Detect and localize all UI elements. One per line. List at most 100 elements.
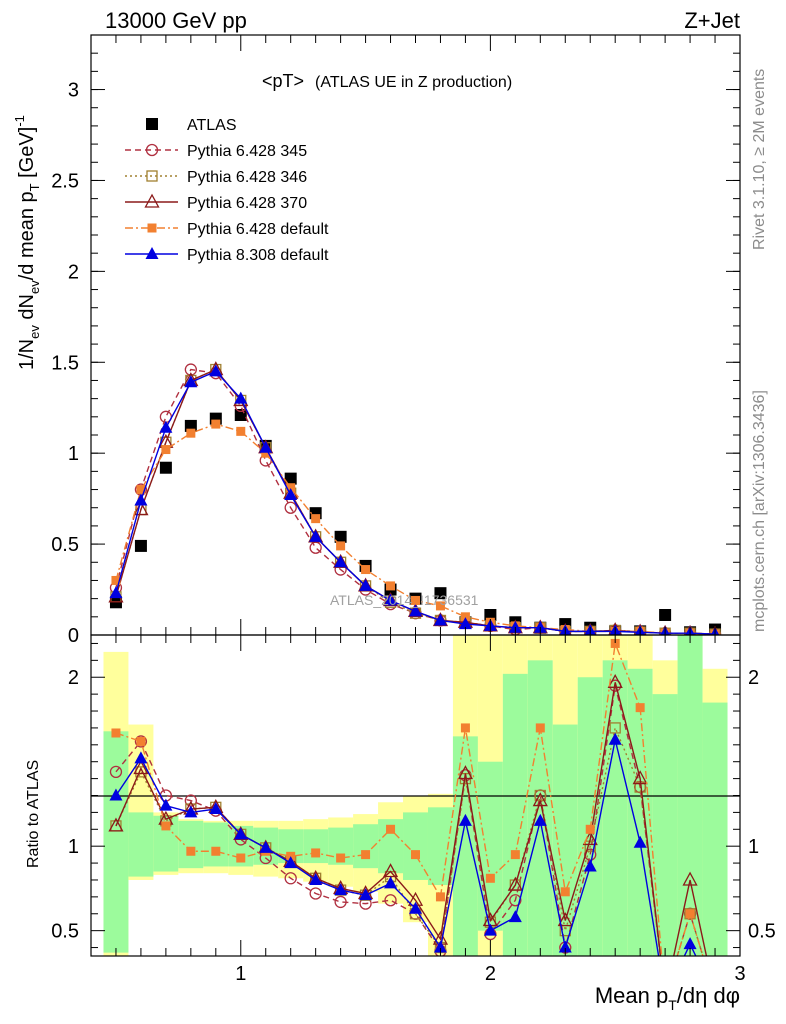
point-p6def-9: [336, 541, 346, 551]
legend-label-p370: Pythia 6.428 370: [187, 195, 307, 212]
ratio-point-p345-0: [109, 765, 123, 778]
watermark: ATLAS_2014_I1736531: [330, 592, 479, 608]
side-text-top: Rivet 3.1.10, ≥ 2M events: [751, 69, 768, 250]
band-inner-13: [427, 807, 453, 886]
legend-label-p346: Pythia 6.428 346: [187, 169, 307, 186]
band-inner-4: [203, 822, 229, 867]
point-p8def-16: [508, 620, 522, 633]
point-p6def-10: [361, 565, 371, 575]
point-p6def-12: [411, 595, 420, 605]
ratio-point-p6def-5: [236, 853, 246, 863]
legend-label-p8def: Pythia 8.308 default: [187, 247, 329, 264]
ratio-point-p8def-14: [458, 813, 472, 826]
point-p370-1: [133, 501, 149, 516]
point-atlas-13: [434, 587, 447, 600]
band-inner-0: [103, 731, 129, 953]
ratio-point-p8def-12: [409, 901, 422, 914]
point-p8def-1: [134, 493, 148, 506]
ratio-point-p6def-12: [411, 850, 420, 860]
ratio-point-p6def-17: [535, 723, 545, 733]
point-p8def-0: [109, 586, 123, 599]
band-inner-17: [527, 660, 553, 956]
ratio-point-p8def-3: [184, 805, 198, 818]
x-axis-label: Mean pT/dη dφ: [595, 983, 740, 1013]
ratio-point-p6def-3: [186, 846, 196, 856]
ratio-ytick-label-right: 2: [748, 667, 759, 689]
ratio-point-p8def-21: [633, 835, 647, 848]
band-inner-3: [178, 820, 204, 869]
ratio-point-p345-11: [384, 894, 397, 907]
ratio-point-p6def-18: [560, 887, 570, 897]
point-atlas-22: [659, 609, 672, 621]
point-p345-8: [309, 541, 322, 554]
ratio-ytick-label: 0.5: [51, 921, 79, 943]
ratio-point-p345-1: [134, 735, 148, 748]
ratio-point-p370-0: [108, 817, 124, 832]
point-p6def-1: [136, 485, 146, 495]
ratio-point-p345-9: [334, 895, 347, 909]
ratio-point-p8def-0: [109, 788, 123, 801]
legend-marker-p8def: [145, 247, 159, 259]
main-ytick-label: 0.5: [51, 534, 79, 556]
ratio-point-p8def-7: [284, 856, 298, 869]
ratio-point-p8def-10: [359, 888, 373, 901]
ratio-point-p6def-21: [635, 703, 645, 713]
point-p8def-17: [533, 620, 547, 633]
point-p8def-14: [458, 617, 472, 630]
legend-marker-p346: [146, 170, 158, 182]
main-ytick-label: 3: [68, 80, 79, 102]
point-p6def-3: [186, 428, 196, 438]
ratio-point-p345-8: [309, 887, 322, 900]
point-p345-7: [284, 501, 297, 514]
legend-marker-atlas: [146, 118, 158, 130]
ratio-point-p370-16: [507, 876, 523, 891]
ratio-point-p8def-20: [608, 732, 622, 745]
ratio-point-p8def-4: [209, 802, 223, 815]
point-atlas-9: [334, 530, 347, 543]
point-atlas-1: [134, 539, 147, 552]
header-right: Z+Jet: [684, 8, 740, 33]
ratio-point-p6def-0: [111, 728, 121, 738]
main-ytick-label: 0: [68, 625, 79, 647]
axis-ticks: 00.511.522.530.5 0.51 12 21 2 3: [51, 35, 776, 985]
ratio-point-p6def-23: [685, 909, 695, 919]
ratio-point-p6def-9: [336, 853, 346, 863]
legend-marker-p6def: [147, 223, 157, 233]
point-atlas-7: [284, 472, 297, 485]
main-title-sub: (ATLAS UE in Z production): [315, 74, 512, 91]
point-p6def-14: [460, 612, 470, 622]
ratio-point-p8def-1: [134, 751, 148, 764]
band-inner-1: [128, 812, 154, 877]
point-p6def-4: [211, 419, 221, 429]
legend: ATLAS Pythia 6.428 345 Pythia 6.428 346 Pyt…: [125, 117, 329, 264]
point-p8def-13: [433, 613, 447, 626]
ratio-point-p8def-11: [384, 876, 398, 889]
legend-entry-atlas: ATLAS: [146, 117, 237, 134]
ratio-point-p6def-8: [311, 848, 321, 858]
side-text-bottom: mcplots.cern.ch [arXiv:1306.3436]: [751, 390, 768, 632]
ratio-point-p6def-20: [610, 638, 620, 648]
ratio-point-p345-16: [509, 894, 522, 907]
ratio-point-p8def-17: [533, 813, 547, 826]
xtick-label: 1: [235, 963, 246, 985]
ratio-point-p6def-19: [585, 824, 595, 834]
main-ytick-label: 2: [68, 261, 79, 283]
ratio-point-p370-21: [632, 770, 648, 785]
point-p8def-4: [209, 364, 223, 377]
main-ytick-label: 2.5: [51, 170, 79, 192]
point-p8def-8: [309, 529, 323, 542]
xtick-label: 3: [734, 963, 745, 985]
ratio-point-p6def-11: [386, 824, 396, 834]
point-p8def-7: [284, 488, 298, 500]
point-atlas-2: [159, 461, 172, 474]
point-p6def-5: [236, 426, 246, 436]
band-inner-24: [702, 702, 728, 956]
ratio-point-p370-20: [607, 673, 623, 688]
ratio-point-p6def-13: [435, 892, 445, 902]
band-inner-16: [502, 673, 528, 956]
band-inner-21: [627, 668, 653, 956]
legend-entry-p6def: Pythia 6.428 default: [125, 221, 329, 238]
ratio-point-p8def-5: [234, 827, 248, 840]
band-inner-19: [577, 677, 603, 956]
